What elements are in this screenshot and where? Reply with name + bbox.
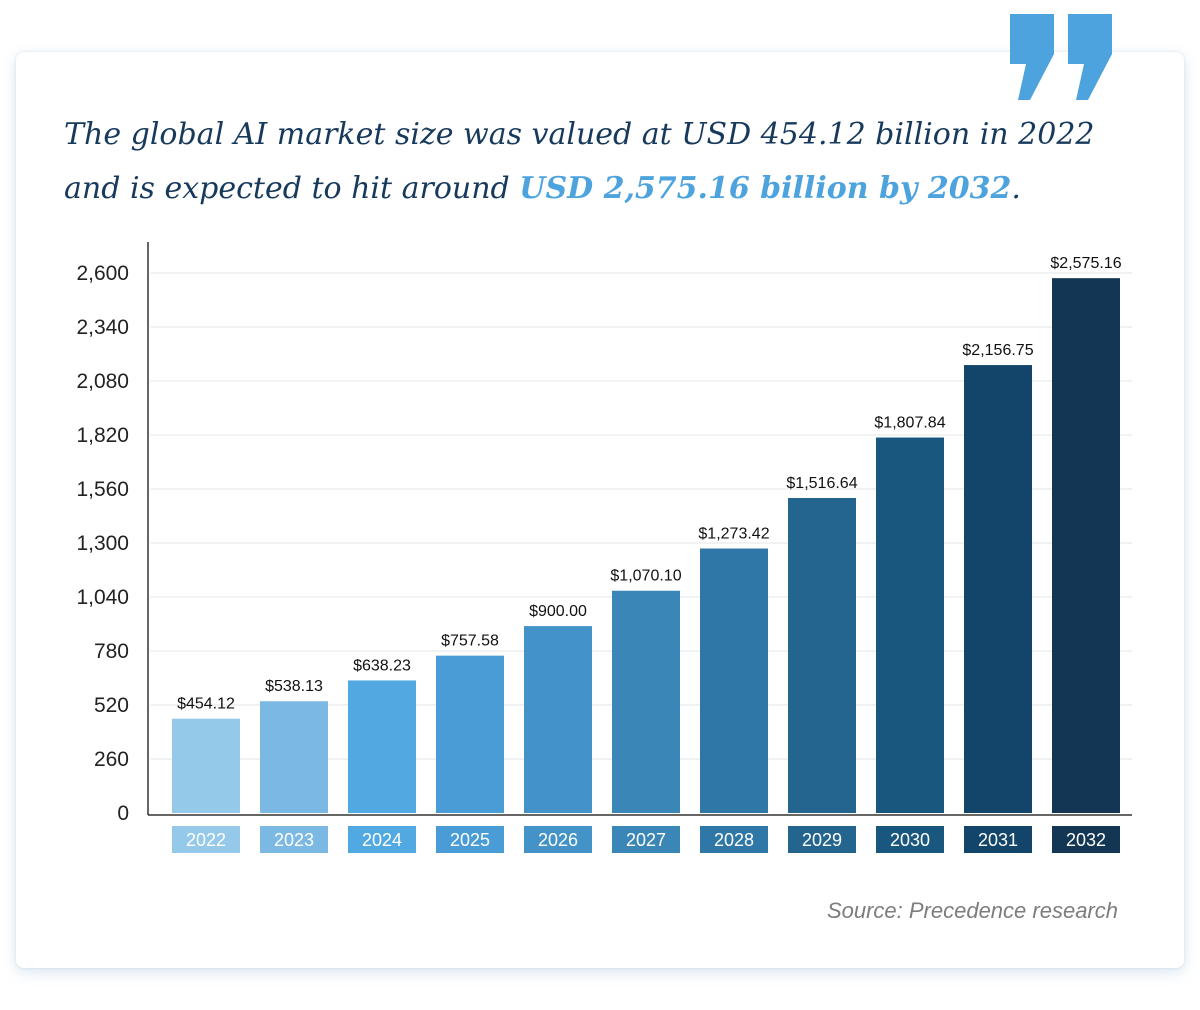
x-category-label: 2031 (978, 830, 1018, 850)
y-tick-label: 0 (117, 802, 129, 825)
bar (964, 365, 1032, 813)
x-category-label: 2023 (274, 830, 314, 850)
quote-mark-right (1068, 14, 1112, 100)
headline-text: The global AI market size was valued at … (64, 117, 1095, 206)
bar-value-label: $2,156.75 (962, 342, 1033, 359)
y-axis-ticks: 0 260 520 780 1,040 1,300 1,560 1,820 2,080 2,340… (76, 262, 129, 825)
bar (436, 655, 504, 813)
y-tick-label: 1,040 (76, 586, 129, 609)
quote-mark-icon (1010, 14, 1112, 100)
bar-value-label: $2,575.16 (1050, 255, 1121, 272)
x-category-label: 2026 (538, 830, 578, 850)
headline: The global AI market size was valued at … (64, 108, 1154, 216)
y-tick-label: 520 (94, 694, 129, 717)
x-category-label: 2025 (450, 830, 490, 850)
x-category-box (612, 826, 680, 853)
bar-value-label: $1,070.10 (610, 568, 681, 585)
y-tick-label: 780 (94, 640, 129, 663)
bar (612, 590, 680, 813)
x-category-label: 2032 (1066, 830, 1106, 850)
value-labels: $454.12 $538.13 $638.23 $757.58 $900.00 $1,07… (177, 255, 1122, 713)
x-category-label: 2030 (890, 830, 930, 850)
bar-value-label: $1,516.64 (786, 475, 857, 492)
headline-highlight: USD 2,575.16 billion by 2032 (519, 171, 1012, 206)
x-category-box (436, 826, 504, 853)
x-category-box (172, 826, 240, 853)
x-category-box (524, 826, 592, 853)
y-tick-label: 260 (94, 748, 129, 771)
quote-mark-left (1010, 14, 1054, 100)
bar (700, 548, 768, 813)
x-category-box (260, 826, 328, 853)
bar-value-label: $454.12 (177, 696, 235, 713)
x-category-box (788, 826, 856, 853)
headline-period: . (1011, 171, 1021, 206)
x-category-box (964, 826, 1032, 853)
bar-value-label: $757.58 (441, 633, 499, 650)
bar (1052, 278, 1120, 814)
bar (260, 701, 328, 813)
bar (348, 680, 416, 813)
y-tick-label: 2,340 (76, 316, 129, 339)
bar-value-label: $638.23 (353, 657, 411, 674)
x-category-label: 2024 (362, 830, 402, 850)
x-category-box (1052, 826, 1120, 853)
y-tick-label: 1,560 (76, 478, 129, 501)
bar-value-label: $1,273.42 (698, 526, 769, 543)
x-category-box (876, 826, 944, 853)
bar-value-label: $538.13 (265, 678, 323, 695)
x-category-label: 2022 (186, 830, 226, 850)
bar-value-label: $900.00 (529, 603, 587, 620)
x-category-label: 2028 (714, 830, 754, 850)
source-note: Source: Precedence research (826, 898, 1118, 923)
y-tick-label: 1,300 (76, 532, 129, 555)
y-tick-label: 2,080 (76, 370, 129, 393)
bar (788, 498, 856, 813)
bars (172, 278, 1120, 814)
x-category-label: 2029 (802, 830, 842, 850)
x-category-label: 2027 (626, 830, 666, 850)
bar (876, 437, 944, 813)
bar (524, 626, 592, 813)
x-category-box (348, 826, 416, 853)
bar (172, 718, 240, 813)
bar-value-label: $1,807.84 (874, 415, 945, 432)
y-tick-label: 2,600 (76, 262, 129, 285)
x-category-box (700, 826, 768, 853)
x-axis-categories: 2022 2023 2024 2025 2026 2027 2028 2029 2030 2031… (172, 826, 1120, 853)
y-tick-label: 1,820 (76, 424, 129, 447)
